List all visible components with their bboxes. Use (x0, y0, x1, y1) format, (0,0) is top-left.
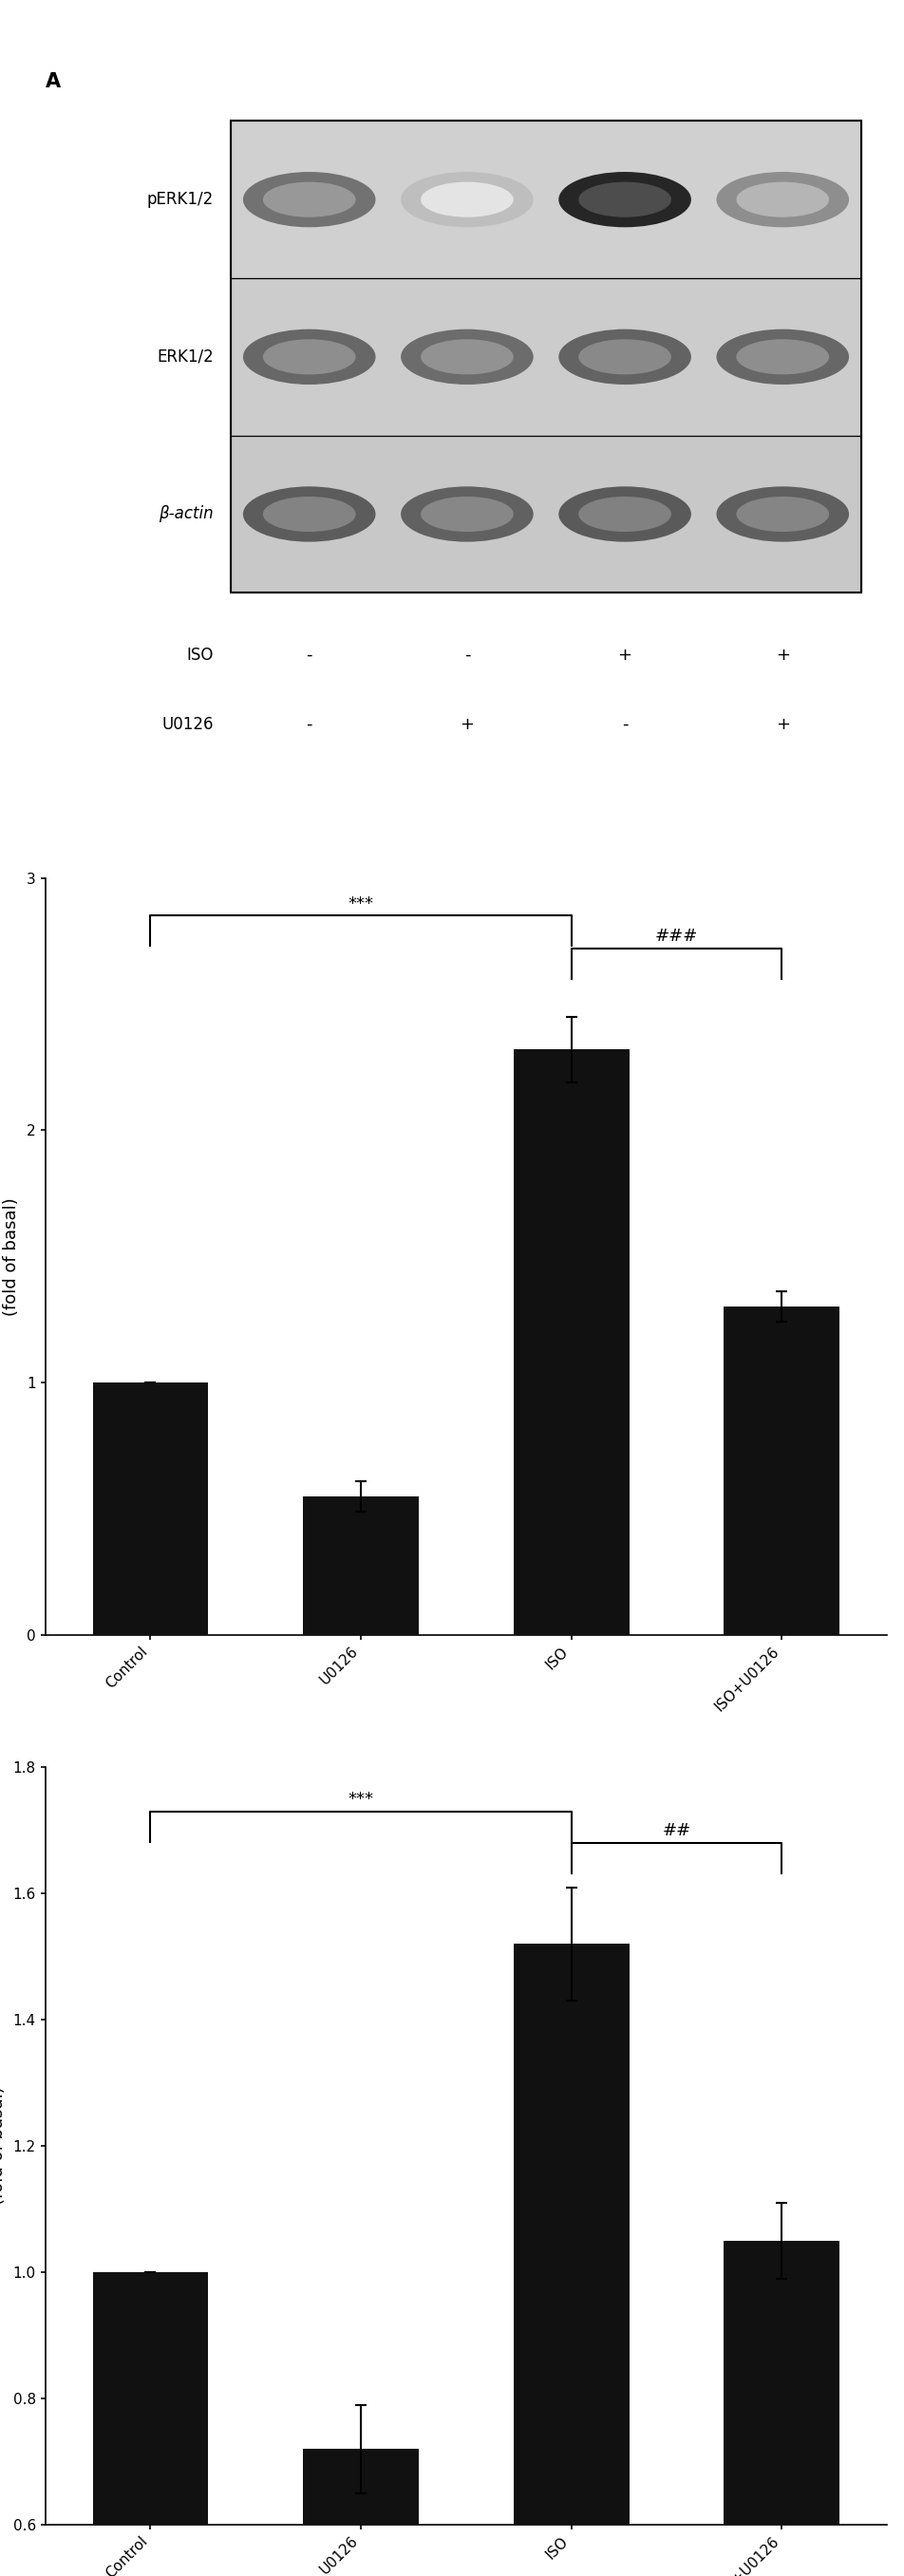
Ellipse shape (243, 487, 375, 541)
Text: +: + (775, 716, 789, 734)
Bar (92, 2272, 208, 2576)
Text: U0126: U0126 (162, 716, 213, 734)
Text: ##: ## (662, 1821, 690, 1839)
Bar (723, 1306, 839, 1636)
Ellipse shape (243, 173, 375, 227)
Text: -: - (306, 647, 312, 665)
Text: +: + (617, 647, 631, 665)
Text: pERK1/2: pERK1/2 (146, 191, 213, 209)
Text: -: - (306, 716, 312, 734)
Text: A: A (45, 72, 61, 90)
Ellipse shape (558, 330, 691, 384)
Ellipse shape (578, 340, 671, 374)
Ellipse shape (716, 487, 848, 541)
Text: ###: ### (654, 927, 697, 945)
Ellipse shape (578, 183, 671, 216)
Ellipse shape (400, 173, 532, 227)
Y-axis label: ERK1/2 Phosphorylation
(fold of basal): ERK1/2 Phosphorylation (fold of basal) (0, 1154, 20, 1358)
Text: ERK1/2: ERK1/2 (156, 348, 213, 366)
FancyBboxPatch shape (231, 121, 861, 278)
Bar (303, 1497, 419, 1636)
Ellipse shape (263, 497, 355, 531)
Bar (513, 1048, 628, 1636)
Ellipse shape (716, 173, 848, 227)
Ellipse shape (243, 330, 375, 384)
Ellipse shape (400, 330, 532, 384)
Ellipse shape (736, 340, 828, 374)
Bar (92, 1383, 208, 1636)
Ellipse shape (263, 340, 355, 374)
FancyBboxPatch shape (231, 278, 861, 435)
Ellipse shape (420, 340, 513, 374)
Ellipse shape (736, 183, 828, 216)
Ellipse shape (578, 497, 671, 531)
Ellipse shape (558, 173, 691, 227)
Ellipse shape (400, 487, 532, 541)
Text: +: + (775, 647, 789, 665)
Ellipse shape (263, 183, 355, 216)
FancyBboxPatch shape (231, 435, 861, 592)
Bar (723, 2241, 839, 2576)
Text: β-actin: β-actin (159, 505, 213, 523)
Ellipse shape (420, 497, 513, 531)
Text: -: - (621, 716, 627, 734)
Bar (513, 1945, 628, 2576)
Y-axis label: Relative proliferation
(fold of basal): Relative proliferation (fold of basal) (0, 2056, 6, 2236)
Text: ***: *** (348, 894, 373, 912)
Ellipse shape (736, 497, 828, 531)
Ellipse shape (558, 487, 691, 541)
Text: ISO: ISO (186, 647, 213, 665)
Text: -: - (464, 647, 470, 665)
Text: ***: *** (348, 1790, 373, 1808)
Ellipse shape (420, 183, 513, 216)
Ellipse shape (716, 330, 848, 384)
Text: +: + (459, 716, 474, 734)
Bar (303, 2450, 419, 2576)
